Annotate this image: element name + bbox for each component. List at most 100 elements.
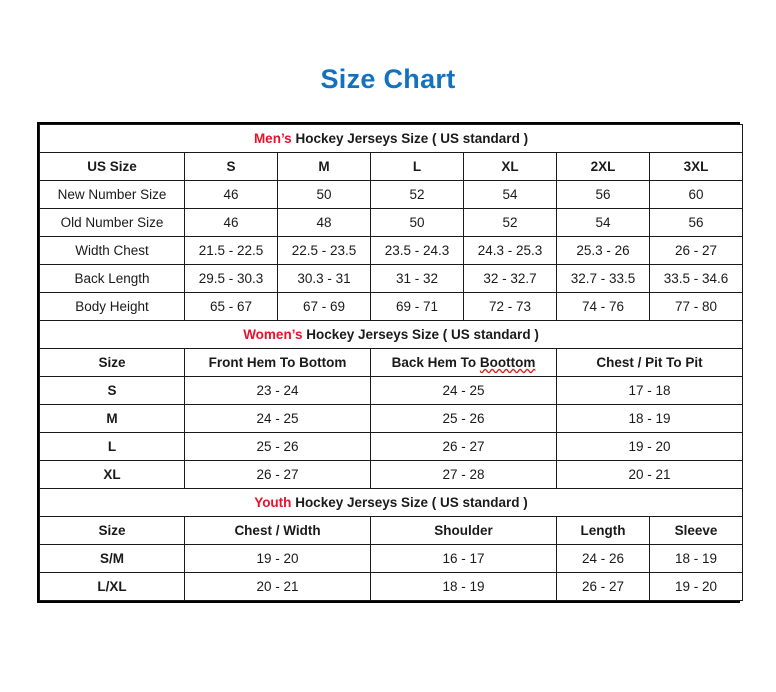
table-row: Back Length 29.5 - 30.3 30.3 - 31 31 - 32 32… [39,264,743,293]
cell-men-0-2: 52 [370,180,464,209]
table-row: S/M 19 - 20 16 - 17 24 - 26 18 - 19 [39,544,743,573]
row-label-men-2: Width Chest [39,236,185,265]
section-banner-highlight-youth: Youth [254,495,292,510]
cell-men-1-0: 46 [184,208,278,237]
size-chart-table: Men’s Hockey Jerseys Size ( US standard … [39,124,743,601]
cell-men-3-2: 31 - 32 [370,264,464,293]
cell-women-3-1: 27 - 28 [370,460,557,489]
cell-youth-0-0: 19 - 20 [184,544,371,573]
table-row: New Number Size 46 50 52 54 56 60 [39,180,743,209]
cell-women-1-0: 24 - 25 [184,404,371,433]
row-label-women-1: M [39,404,185,433]
header-row-youth: Size Chest / Width Shoulder Length Sleeve [39,516,743,545]
cell-men-4-0: 65 - 67 [184,292,278,321]
table-row: Old Number Size 46 48 50 52 54 56 [39,208,743,237]
cell-youth-1-0: 20 - 21 [184,572,371,601]
table-row: Body Height 65 - 67 67 - 69 69 - 71 72 - 73 7… [39,292,743,321]
cell-men-3-5: 33.5 - 34.6 [649,264,743,293]
section-banner-men: Men’s Hockey Jerseys Size ( US standard … [39,124,743,153]
cell-men-4-4: 74 - 76 [556,292,650,321]
cell-women-2-2: 19 - 20 [556,432,743,461]
row-label-men-1: Old Number Size [39,208,185,237]
cell-men-0-0: 46 [184,180,278,209]
column-header-men-3: L [370,152,464,181]
section-banner-women: Women’s Hockey Jerseys Size ( US standar… [39,320,743,349]
table-row: L/XL 20 - 21 18 - 19 26 - 27 19 - 20 [39,572,743,601]
header-row-men: US Size S M L XL 2XL 3XL [39,152,743,181]
page-title: Size Chart [320,64,456,94]
section-banner-youth: Youth Hockey Jerseys Size ( US standard … [39,488,743,517]
row-label-men-0: New Number Size [39,180,185,209]
cell-men-2-4: 25.3 - 26 [556,236,650,265]
section-banner-rest-men: Hockey Jerseys Size ( US standard ) [291,131,529,146]
size-chart-body: Men’s Hockey Jerseys Size ( US standard … [39,124,743,601]
cell-men-4-5: 77 - 80 [649,292,743,321]
cell-men-3-0: 29.5 - 30.3 [184,264,278,293]
cell-youth-0-2: 24 - 26 [556,544,650,573]
cell-women-0-2: 17 - 18 [556,376,743,405]
table-row: L 25 - 26 26 - 27 19 - 20 [39,432,743,461]
column-header-men-6: 3XL [649,152,743,181]
column-header-women-3: Chest / Pit To Pit [556,348,743,377]
cell-women-0-1: 24 - 25 [370,376,557,405]
table-row: Width Chest 21.5 - 22.5 22.5 - 23.5 23.5 - … [39,236,743,265]
header-row-women: Size Front Hem To Bottom Back Hem To Boott… [39,348,743,377]
cell-women-1-2: 18 - 19 [556,404,743,433]
cell-men-1-3: 52 [463,208,557,237]
column-header-women-1: Front Hem To Bottom [184,348,371,377]
row-label-men-4: Body Height [39,292,185,321]
column-header-youth-4: Sleeve [649,516,743,545]
row-label-women-0: S [39,376,185,405]
section-banner-rest-women: Hockey Jerseys Size ( US standard ) [302,327,539,342]
row-label-youth-0: S/M [39,544,185,573]
cell-men-3-4: 32.7 - 33.5 [556,264,650,293]
table-row: XL 26 - 27 27 - 28 20 - 21 [39,460,743,489]
cell-youth-1-2: 26 - 27 [556,572,650,601]
table-row: M 24 - 25 25 - 26 18 - 19 [39,404,743,433]
cell-men-1-1: 48 [277,208,371,237]
column-header-women-2: Back Hem To Boottom [370,348,557,377]
row-label-men-3: Back Length [39,264,185,293]
cell-men-0-5: 60 [649,180,743,209]
cell-women-2-0: 25 - 26 [184,432,371,461]
column-header-youth-3: Length [556,516,650,545]
cell-men-0-1: 50 [277,180,371,209]
cell-men-0-3: 54 [463,180,557,209]
cell-men-2-3: 24.3 - 25.3 [463,236,557,265]
cell-men-4-3: 72 - 73 [463,292,557,321]
cell-men-2-5: 26 - 27 [649,236,743,265]
cell-youth-1-1: 18 - 19 [370,572,557,601]
section-banner-row-women: Women’s Hockey Jerseys Size ( US standar… [39,320,743,349]
cell-men-2-0: 21.5 - 22.5 [184,236,278,265]
column-header-men-0: US Size [39,152,185,181]
size-chart-table-wrapper: Men’s Hockey Jerseys Size ( US standard … [37,122,743,603]
section-banner-highlight-women: Women’s [243,327,303,342]
cell-women-3-0: 26 - 27 [184,460,371,489]
row-label-women-2: L [39,432,185,461]
cell-youth-0-3: 18 - 19 [649,544,743,573]
cell-men-4-2: 69 - 71 [370,292,464,321]
row-label-women-3: XL [39,460,185,489]
cell-men-1-2: 50 [370,208,464,237]
cell-women-3-2: 20 - 21 [556,460,743,489]
cell-men-2-2: 23.5 - 24.3 [370,236,464,265]
row-label-youth-1: L/XL [39,572,185,601]
section-banner-row-men: Men’s Hockey Jerseys Size ( US standard … [39,124,743,153]
section-banner-row-youth: Youth Hockey Jerseys Size ( US standard … [39,488,743,517]
column-header-youth-2: Shoulder [370,516,557,545]
cell-youth-0-1: 16 - 17 [370,544,557,573]
column-header-youth-1: Chest / Width [184,516,371,545]
column-header-youth-0: Size [39,516,185,545]
cell-men-2-1: 22.5 - 23.5 [277,236,371,265]
column-header-women-0: Size [39,348,185,377]
table-row: S 23 - 24 24 - 25 17 - 18 [39,376,743,405]
column-header-men-2: M [277,152,371,181]
cell-men-1-4: 54 [556,208,650,237]
cell-women-0-0: 23 - 24 [184,376,371,405]
section-banner-highlight-men: Men’s [253,131,292,146]
cell-women-1-1: 25 - 26 [370,404,557,433]
column-header-men-4: XL [463,152,557,181]
section-banner-rest-youth: Hockey Jerseys Size ( US standard ) [291,495,528,510]
column-header-men-5: 2XL [556,152,650,181]
